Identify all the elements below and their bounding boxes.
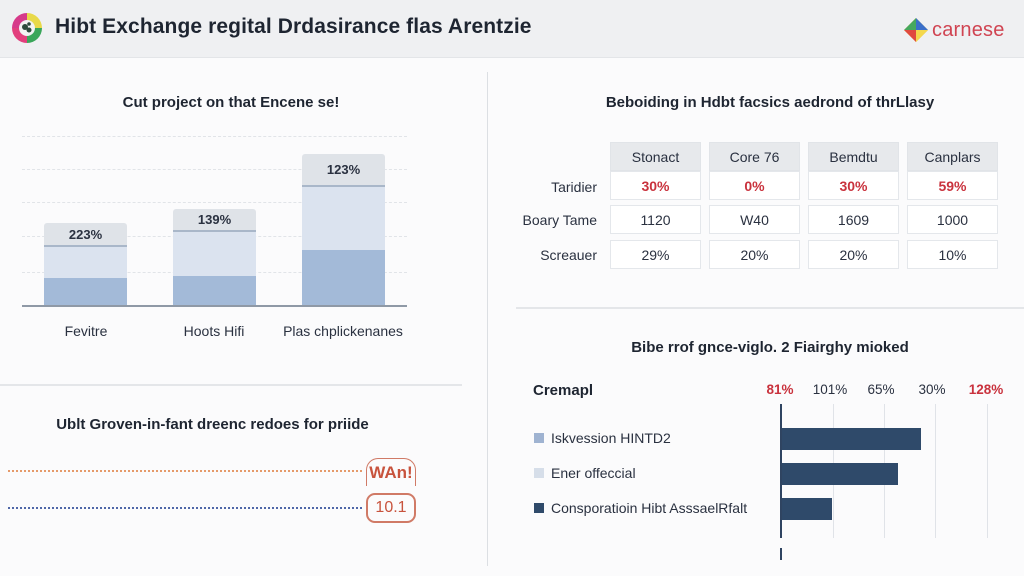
gridline bbox=[22, 202, 407, 203]
axis-tick-label: 128% bbox=[968, 382, 1004, 397]
app-title: Hibt Exchange regital Drdasirance flas A… bbox=[55, 15, 532, 38]
gridline bbox=[22, 136, 407, 137]
bar-plas-chplickenanes[interactable]: 123% bbox=[302, 154, 385, 306]
legend-label: Ener offeccial bbox=[551, 465, 636, 481]
row-label: Screauer bbox=[540, 247, 597, 263]
legend-label: Consporatioin Hibt AsssaelRfalt bbox=[551, 500, 748, 516]
x-axis-baseline bbox=[22, 305, 407, 307]
column-header[interactable]: Stonact bbox=[610, 142, 701, 171]
hbar-iskvession[interactable] bbox=[782, 428, 921, 450]
legend-swatch-icon bbox=[534, 433, 544, 443]
legend-swatch-icon bbox=[534, 468, 544, 478]
vertical-divider bbox=[487, 72, 488, 566]
row-label: Boary Tame bbox=[522, 212, 597, 228]
diamond-logo-icon bbox=[904, 18, 928, 42]
axis-tick bbox=[780, 548, 782, 560]
blue-dotted-line bbox=[8, 507, 362, 509]
bar-segment-middle bbox=[44, 247, 127, 278]
bar-value-label: 123% bbox=[302, 154, 385, 187]
table-cell: 20% bbox=[808, 240, 899, 269]
column-header[interactable]: Core 76 bbox=[709, 142, 800, 171]
app-logo-icon[interactable] bbox=[9, 10, 45, 46]
y-axis-header: Cremapl bbox=[533, 382, 594, 399]
bar-segment-base bbox=[44, 278, 127, 306]
table-cell: W40 bbox=[709, 205, 800, 234]
bar-value-label: 223% bbox=[44, 223, 127, 247]
left-horizontal-divider bbox=[0, 384, 462, 386]
bar-hoots-hifi[interactable]: 139% bbox=[173, 209, 256, 306]
orange-dotted-line bbox=[8, 470, 362, 472]
table-cell: 1120 bbox=[610, 205, 701, 234]
legend-item[interactable]: Ener offeccial bbox=[534, 465, 636, 481]
legend-label: Iskvession HINTD2 bbox=[551, 430, 671, 446]
hbar-chart-title: Bibe rrof gnce-viglo. 2 Fiairghy mioked bbox=[631, 339, 909, 356]
table-cell: 1000 bbox=[907, 205, 998, 234]
gridline bbox=[987, 404, 988, 538]
axis-tick-label: 81% bbox=[766, 382, 794, 397]
gridline bbox=[22, 169, 407, 170]
y-axis-line bbox=[780, 404, 782, 538]
right-horizontal-divider bbox=[516, 307, 1024, 309]
axis-tick-label: 65% bbox=[867, 382, 895, 397]
table-title: Beboiding in Hdbt facsics aedrond of thr… bbox=[605, 94, 935, 111]
bar-segment-middle bbox=[173, 232, 256, 276]
legend-item[interactable]: Consporatioin Hibt AsssaelRfalt bbox=[534, 500, 747, 516]
bar-value-label: 139% bbox=[173, 209, 256, 232]
hbar-consporatioin[interactable] bbox=[782, 498, 832, 520]
table-cell: 10% bbox=[907, 240, 998, 269]
axis-tick-label: 101% bbox=[812, 382, 848, 397]
bar-segment-base bbox=[173, 276, 256, 306]
table-cell: 59% bbox=[907, 171, 998, 200]
row-label: Taridier bbox=[551, 179, 597, 195]
bar-fevitre[interactable]: 223% bbox=[44, 223, 127, 306]
column-header[interactable]: Bemdtu bbox=[808, 142, 899, 171]
table-cell: 29% bbox=[610, 240, 701, 269]
legend-item[interactable]: Iskvession HINTD2 bbox=[534, 430, 671, 446]
table-cell: 20% bbox=[709, 240, 800, 269]
axis-tick-label: 30% bbox=[918, 382, 946, 397]
bar-segment-middle bbox=[302, 187, 385, 250]
table-cell: 1609 bbox=[808, 205, 899, 234]
value-badge[interactable]: 10.1 bbox=[366, 493, 416, 523]
x-axis-label: Plas chplickenanes bbox=[283, 323, 403, 339]
column-header[interactable]: Canplars bbox=[907, 142, 998, 171]
table-cell: 30% bbox=[808, 171, 899, 200]
gridline bbox=[935, 404, 936, 538]
left-chart-title: Cut project on that Encene se! bbox=[122, 94, 340, 111]
warning-badge[interactable]: WAn! bbox=[366, 458, 416, 486]
legend-swatch-icon bbox=[534, 503, 544, 513]
x-axis-label: Hoots Hifi bbox=[183, 323, 245, 339]
header-bar: Hibt Exchange regital Drdasirance flas A… bbox=[0, 0, 1024, 58]
lower-left-title: Ublt Groven-in-fant dreenc redoes for pr… bbox=[56, 416, 369, 433]
table-cell: 30% bbox=[610, 171, 701, 200]
brand-name: carnese bbox=[932, 18, 1005, 41]
brand-logo[interactable]: carnese bbox=[903, 16, 1005, 44]
bar-segment-base bbox=[302, 250, 385, 306]
table-cell: 0% bbox=[709, 171, 800, 200]
hbar-ener-offeccial[interactable] bbox=[782, 463, 898, 485]
x-axis-label: Fevitre bbox=[64, 323, 108, 339]
